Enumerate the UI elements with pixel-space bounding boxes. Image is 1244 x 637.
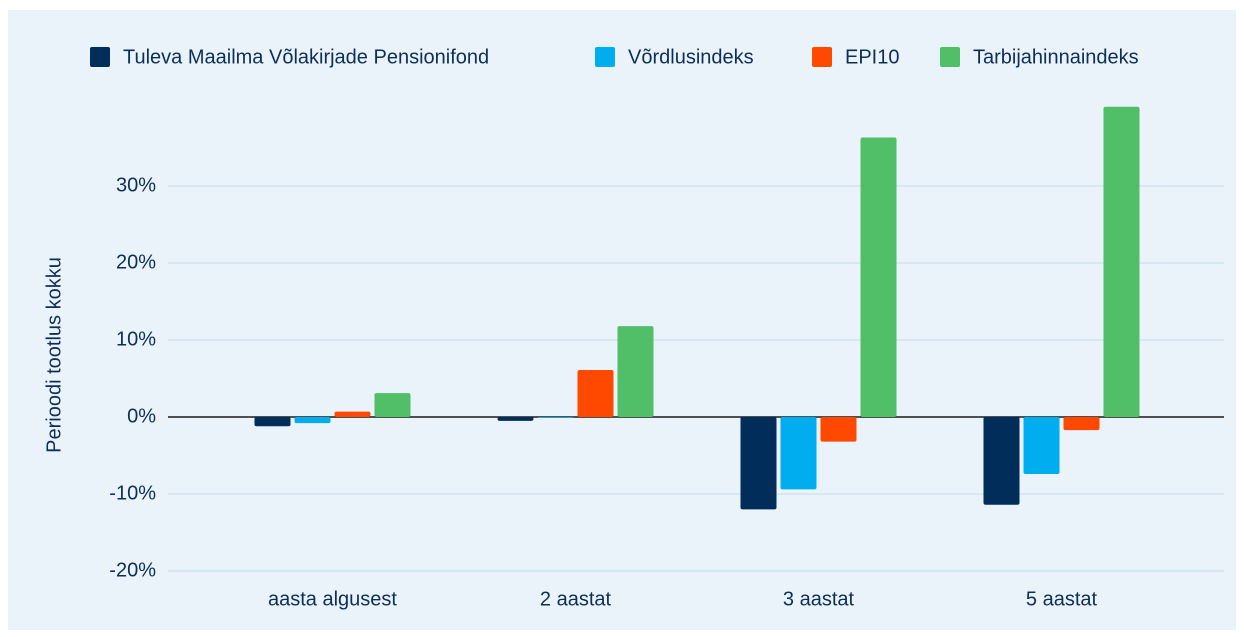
bar xyxy=(780,417,817,490)
legend-label: Võrdlusindeks xyxy=(628,46,754,68)
legend-swatch xyxy=(940,47,960,67)
y-tick-label: -10% xyxy=(109,482,156,504)
bar xyxy=(294,417,331,424)
x-tick-label: aasta algusest xyxy=(268,588,397,610)
bar xyxy=(497,417,534,421)
bar xyxy=(1023,417,1060,474)
bar xyxy=(374,393,411,417)
bar xyxy=(820,417,857,442)
bar xyxy=(983,417,1020,505)
legend-swatch xyxy=(812,47,832,67)
x-tick-label: 2 aastat xyxy=(540,588,612,610)
chart-background xyxy=(8,10,1236,630)
y-tick-label: 30% xyxy=(116,174,156,196)
legend-label: EPI10 xyxy=(845,46,899,68)
y-tick-label: -20% xyxy=(109,559,156,581)
bar xyxy=(537,417,574,418)
y-axis-label: Perioodi tootlus kokku xyxy=(43,257,65,453)
bar xyxy=(1103,106,1140,417)
x-tick-label: 3 aastat xyxy=(783,588,855,610)
bar xyxy=(254,417,291,427)
y-tick-label: 20% xyxy=(116,251,156,273)
bar xyxy=(740,417,777,510)
bar xyxy=(617,326,654,417)
bar xyxy=(577,370,614,417)
bar xyxy=(1063,417,1100,431)
legend-swatch xyxy=(90,47,110,67)
bar xyxy=(860,137,897,418)
bar xyxy=(334,411,371,417)
y-tick-label: 10% xyxy=(116,328,156,350)
y-tick-label: 0% xyxy=(127,405,156,427)
legend-label: Tuleva Maailma Võlakirjade Pensionifond xyxy=(123,46,489,68)
legend-swatch xyxy=(595,47,615,67)
legend-label: Tarbijahinnaindeks xyxy=(973,46,1139,68)
x-tick-label: 5 aastat xyxy=(1026,588,1098,610)
